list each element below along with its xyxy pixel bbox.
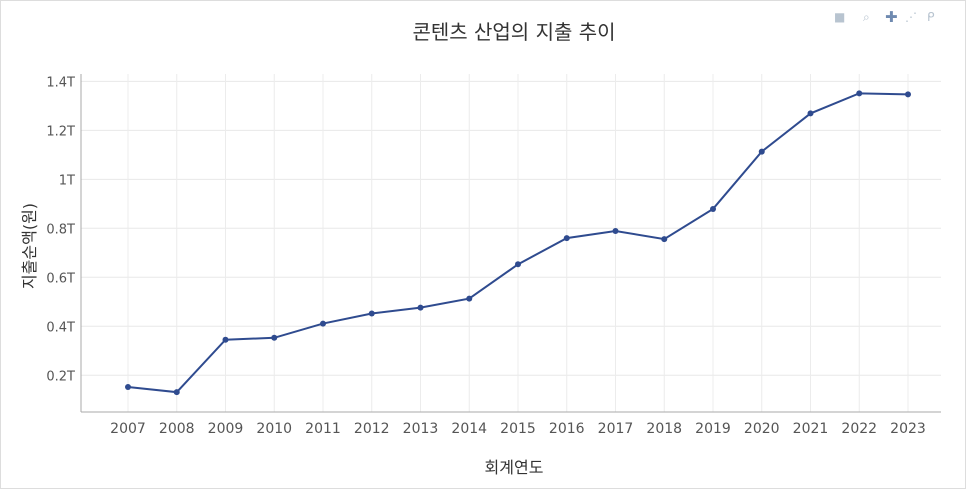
data-point [856,90,863,97]
camera-icon[interactable]: ■ [834,10,845,24]
data-point [807,110,814,117]
x-tick-label: 2023 [890,421,926,437]
data-point [710,205,716,212]
box-select-icon[interactable]: ⋰ [905,10,917,24]
data-point [563,235,570,242]
data-point [125,384,131,391]
y-tick-label: 1.2T [46,124,75,139]
modebar: ■ ⌕ ✚ ⋰ ᑭ [834,8,935,26]
x-axis-label: 회계연도 [485,458,544,477]
data-point [466,295,473,302]
y-tick-label: 0.6T [46,271,75,286]
pan-icon[interactable]: ✚ [885,8,898,26]
y-tick-label: 0.4T [46,320,75,335]
y-axis-label: 지출순액(원) [20,203,39,289]
x-tick-label: 2016 [549,421,585,437]
x-tick-label: 2012 [354,421,390,437]
data-point [271,334,278,341]
x-tick-label: 2018 [646,421,682,437]
data-point [417,304,424,311]
data-point [368,310,375,317]
x-tick-label: 2008 [159,421,195,437]
y-tick-label: 0.8T [46,222,75,237]
data-point [320,320,326,327]
x-tick-label: 2019 [695,421,731,437]
lasso-icon[interactable]: ᑭ [927,10,935,24]
x-tick-label: 2021 [793,421,829,437]
x-tick-label: 2017 [598,421,634,437]
data-point [661,236,668,243]
x-tick-label: 2014 [451,421,487,437]
y-tick-label: 0.2T [46,369,75,384]
x-tick-label: 2011 [305,421,341,437]
data-point [222,336,229,343]
chart-title: 콘텐츠 산업의 지출 추이 [412,20,615,44]
x-tick-label: 2013 [403,421,439,437]
y-tick-label: 1T [59,173,75,188]
data-point [612,227,619,234]
x-tick-label: 2007 [110,421,146,437]
zoom-icon[interactable]: ⌕ [863,10,870,24]
y-tick-label: 1.4T [46,75,75,90]
data-point [515,261,521,268]
data-point [173,389,180,396]
data-point [758,148,765,155]
x-tick-label: 2020 [744,421,780,437]
x-tick-label: 2009 [208,421,244,437]
x-tick-label: 2022 [841,421,877,437]
data-point [905,91,911,98]
x-tick-label: 2010 [256,421,292,437]
x-tick-label: 2015 [500,421,536,437]
